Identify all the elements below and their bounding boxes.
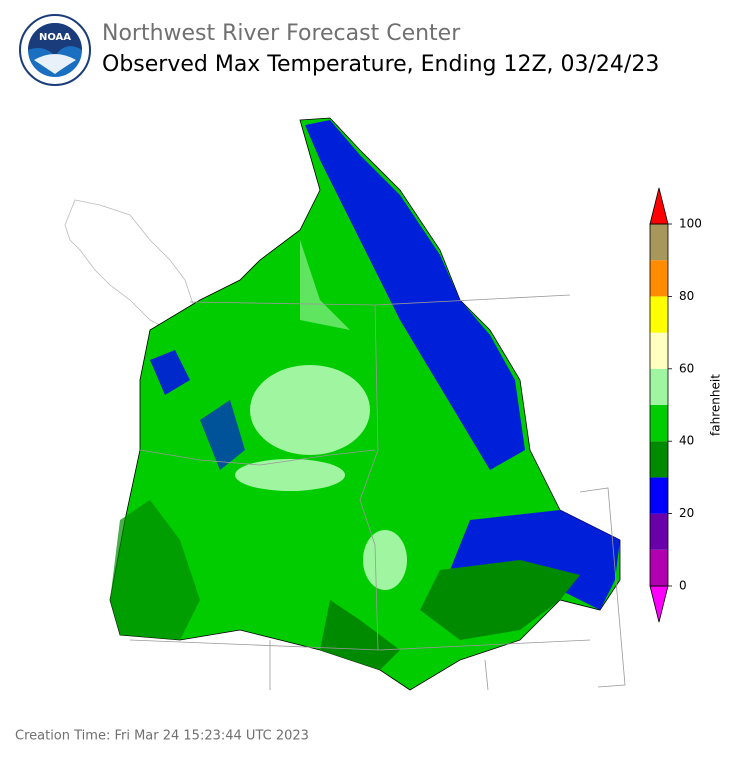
colorbar-tick-label: 20 — [679, 506, 694, 520]
colorbar-frame — [649, 223, 669, 587]
colorbar-label: fahrenheit — [709, 374, 723, 436]
colorbar-segment — [650, 368, 668, 405]
colorbar-segment — [650, 405, 668, 442]
colorbar-tick-label: 100 — [679, 217, 702, 231]
colorbar-tick-label: 40 — [679, 434, 694, 448]
colorbar-segment — [650, 224, 668, 261]
colorbar-tick-label: 60 — [679, 361, 694, 375]
colorbar-segment — [650, 296, 668, 333]
map-title: Observed Max Temperature, Ending 12Z, 03… — [102, 52, 659, 77]
colorbar-over — [649, 187, 669, 225]
colorbar-segment — [650, 441, 668, 478]
colorbar-segment — [650, 260, 668, 297]
colorbar-segment — [650, 477, 668, 514]
org-title: Northwest River Forecast Center — [102, 21, 461, 46]
colorbar-segment — [650, 513, 668, 550]
colorbar-under — [649, 585, 669, 623]
logo-text: NOAA — [39, 32, 71, 43]
creation-time: Creation Time: Fri Mar 24 15:23:44 UTC 2… — [15, 729, 309, 744]
colorbar-tick-label: 80 — [679, 289, 694, 303]
noaa-logo: NOAA — [19, 14, 91, 86]
colorbar-tick-label: 0 — [679, 579, 687, 593]
colorbar: 0 20 40 60 80 100 — [649, 187, 702, 623]
map — [64, 117, 626, 691]
colorbar-segment — [650, 332, 668, 369]
colorbar-segment — [650, 549, 668, 586]
